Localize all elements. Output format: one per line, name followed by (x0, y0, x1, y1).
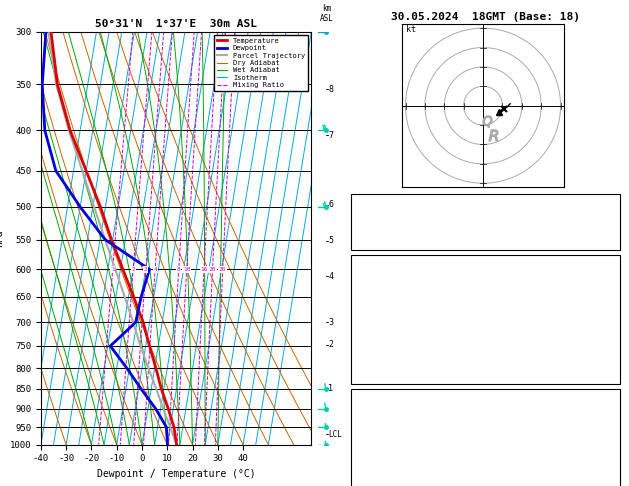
Text: Temp (°C): Temp (°C) (357, 278, 406, 287)
Text: 1: 1 (328, 383, 333, 393)
Text: 5: 5 (328, 236, 333, 245)
Text: 10: 10 (183, 267, 191, 272)
Legend: Temperature, Dewpoint, Parcel Trajectory, Dry Adiabat, Wet Adiabat, Isotherm, Mi: Temperature, Dewpoint, Parcel Trajectory… (214, 35, 308, 91)
Text: kt: kt (406, 25, 416, 34)
Bar (352, 194, 620, 250)
Text: Surface: Surface (467, 260, 504, 268)
Text: Totals Totals: Totals Totals (357, 218, 427, 226)
Text: 2: 2 (131, 267, 135, 272)
Text: 1: 1 (111, 267, 114, 272)
Text: 10.1: 10.1 (593, 296, 615, 305)
Text: 26: 26 (219, 267, 226, 272)
Text: θₑ(K): θₑ(K) (357, 315, 384, 324)
Text: 4: 4 (153, 267, 157, 272)
Bar (352, 255, 620, 384)
Text: -0: -0 (604, 333, 615, 342)
Text: CAPE (J): CAPE (J) (357, 352, 400, 361)
Y-axis label: hPa: hPa (0, 229, 4, 247)
Text: 1.57: 1.57 (593, 236, 615, 245)
Text: 2: 2 (328, 340, 333, 349)
Text: 8: 8 (328, 85, 333, 94)
Text: θₑ (K): θₑ (K) (357, 431, 389, 439)
Text: -0: -0 (604, 449, 615, 458)
Text: 308: 308 (599, 431, 615, 439)
Text: 4: 4 (328, 272, 333, 281)
X-axis label: Dewpoint / Temperature (°C): Dewpoint / Temperature (°C) (97, 469, 255, 479)
Text: 1002: 1002 (593, 412, 615, 421)
Text: km
ASL: km ASL (320, 4, 334, 23)
Bar (352, 389, 620, 486)
Text: 2: 2 (610, 370, 615, 379)
Text: CAPE (J): CAPE (J) (357, 468, 400, 476)
Text: K: K (357, 199, 362, 208)
Text: 50: 50 (604, 218, 615, 226)
Text: Lifted Index: Lifted Index (357, 449, 421, 458)
Text: LCL: LCL (328, 430, 342, 439)
Text: Dewp (°C): Dewp (°C) (357, 296, 406, 305)
Text: 8: 8 (177, 267, 181, 272)
Text: Most Unstable: Most Unstable (451, 394, 521, 402)
Text: 6: 6 (328, 200, 333, 209)
Text: 20: 20 (209, 267, 216, 272)
Text: Pressure (mb): Pressure (mb) (357, 412, 427, 421)
Text: 7: 7 (328, 131, 333, 140)
Text: 3: 3 (144, 267, 148, 272)
Text: CIN (J): CIN (J) (357, 370, 395, 379)
Text: 30.05.2024  18GMT (Base: 18): 30.05.2024 18GMT (Base: 18) (391, 12, 581, 22)
Title: 50°31'N  1°37'E  30m ASL: 50°31'N 1°37'E 30m ASL (95, 19, 257, 30)
Text: 26: 26 (604, 199, 615, 208)
Text: 16: 16 (200, 267, 208, 272)
Text: 3: 3 (328, 318, 333, 327)
Text: 188: 188 (599, 468, 615, 476)
Text: 308: 308 (599, 315, 615, 324)
Text: 13.7: 13.7 (593, 278, 615, 287)
Text: PW (cm): PW (cm) (357, 236, 395, 245)
Text: © weatheronline.co.uk: © weatheronline.co.uk (433, 472, 538, 481)
Text: Lifted Index: Lifted Index (357, 333, 421, 342)
Text: 188: 188 (599, 352, 615, 361)
